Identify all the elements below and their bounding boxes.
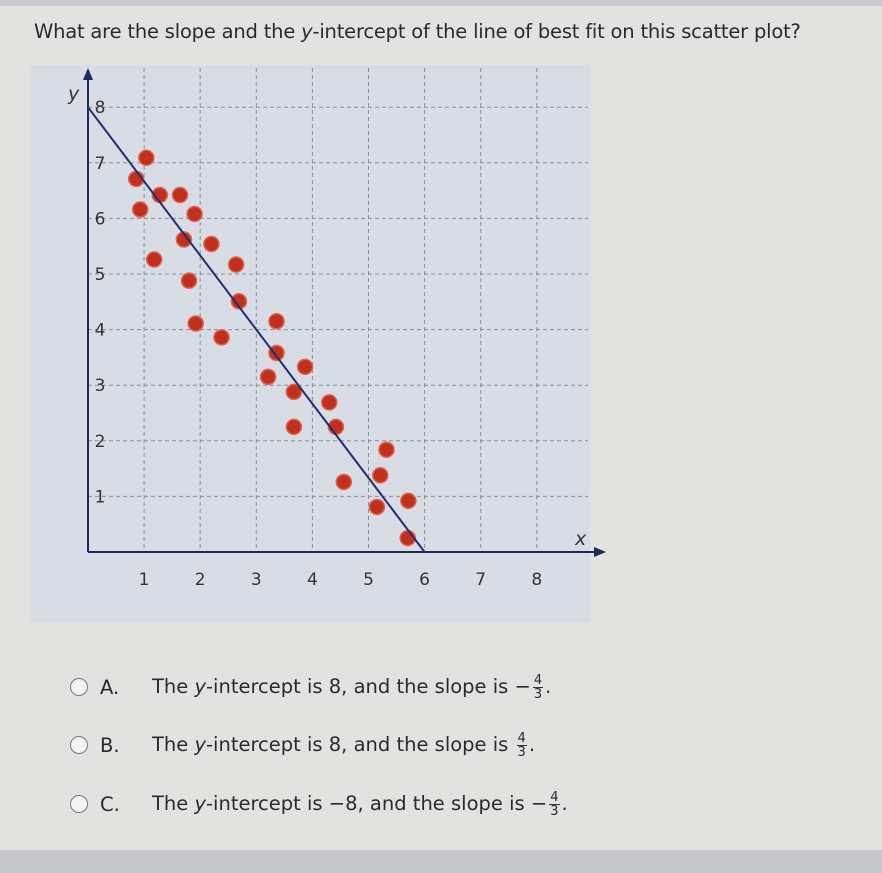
data-point: [368, 498, 386, 516]
data-point: [400, 492, 417, 510]
data-point: [227, 256, 245, 273]
data-point: [268, 344, 285, 362]
y-tick-label: 8: [95, 98, 106, 118]
x-tick-label: 8: [531, 570, 542, 590]
x-tick-label: 2: [195, 570, 206, 590]
x-tick-label: 3: [251, 570, 262, 590]
x-tick-label: 6: [419, 570, 430, 590]
x-tick-label: 7: [475, 570, 486, 590]
question-text: What are the slope and the y-intercept o…: [34, 20, 801, 43]
data-point: [335, 473, 353, 491]
bottom-bar: [0, 850, 882, 873]
data-point: [203, 235, 220, 253]
answer-option-b[interactable]: B. The y-intercept is 8, and the slope i…: [70, 730, 535, 760]
x-tick-label: 1: [139, 570, 150, 590]
y-axis-label: y: [67, 83, 80, 105]
radio-button[interactable]: [70, 678, 88, 696]
answer-option-c[interactable]: C. The y-intercept is −8, and the slope …: [70, 789, 568, 819]
data-point: [230, 292, 248, 310]
data-point: [171, 186, 189, 204]
radio-button[interactable]: [70, 795, 88, 813]
option-text: The y-intercept is 8, and the slope is 4…: [152, 730, 536, 760]
data-point: [285, 383, 303, 401]
x-axis-label: x: [574, 528, 587, 550]
data-point: [175, 231, 193, 248]
best-fit-line: [87, 106, 426, 553]
data-point: [259, 368, 277, 386]
y-tick-label: 1: [95, 487, 106, 507]
data-point: [131, 201, 149, 218]
y-tick-label: 5: [95, 265, 106, 285]
data-point: [296, 358, 314, 376]
option-text: The y-intercept is −8, and the slope is …: [152, 789, 568, 819]
y-tick-label: 2: [95, 432, 106, 452]
x-axis-arrow: [594, 547, 606, 557]
y-tick-label: 3: [95, 376, 106, 396]
data-point: [138, 149, 155, 167]
x-tick-label: 4: [307, 570, 318, 590]
data-point: [285, 418, 303, 436]
data-point: [187, 315, 204, 332]
data-point: [378, 441, 395, 458]
top-bar: [0, 0, 882, 6]
data-point: [213, 329, 230, 346]
data-point: [372, 467, 389, 484]
x-tick-label: 5: [363, 570, 374, 590]
y-tick-label: 6: [95, 209, 106, 229]
option-letter: A.: [100, 675, 120, 699]
data-point: [186, 205, 203, 223]
radio-button[interactable]: [70, 736, 88, 754]
option-text: The y-intercept is 8, and the slope is −…: [152, 672, 552, 702]
option-letter: C.: [100, 792, 120, 816]
y-tick-label: 7: [95, 154, 106, 174]
chart-panel: [30, 65, 590, 622]
data-point: [145, 251, 163, 268]
data-point: [180, 272, 198, 289]
y-tick-label: 4: [95, 321, 106, 341]
y-axis-arrow: [83, 68, 93, 80]
answer-option-a[interactable]: A. The y-intercept is 8, and the slope i…: [70, 672, 551, 702]
option-letter: B.: [100, 733, 120, 757]
data-point: [268, 313, 285, 330]
data-point: [320, 394, 338, 411]
